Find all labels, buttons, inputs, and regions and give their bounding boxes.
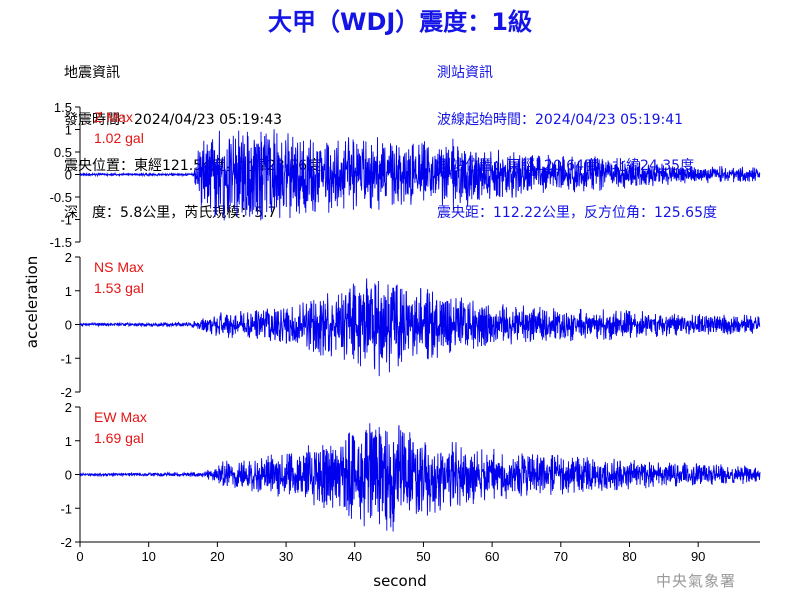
y-tick-label: 1	[65, 123, 72, 138]
y-tick-label: 1	[65, 434, 72, 449]
waveform-z	[79, 129, 761, 221]
max-value-z: 1.02 gal	[94, 130, 144, 146]
distance-azimuth: 震央距：112.22公里，反方位角：125.65度	[437, 204, 717, 221]
wave-start-time: 波線起始時間：2024/04/23 05:19:41	[437, 111, 684, 128]
x-tick-label: 90	[691, 549, 705, 564]
y-tick-label: 0.5	[54, 145, 72, 160]
depth-magnitude: 深 度：5.8公里，芮氏規模：5.7	[64, 204, 277, 221]
x-tick-label: 80	[622, 549, 636, 564]
max-value-ns: 1.53 gal	[94, 280, 144, 296]
x-tick-label: 20	[210, 549, 224, 564]
x-tick-label: 70	[554, 549, 568, 564]
y-tick-label: 1	[65, 284, 72, 299]
x-tick-label: 40	[348, 549, 362, 564]
earthquake-info-heading: 地震資訊	[64, 65, 120, 81]
x-tick-label: 30	[279, 549, 293, 564]
max-value-ew: 1.69 gal	[94, 430, 144, 446]
y-axis-label: acceleration	[23, 255, 41, 349]
x-tick-label: 50	[416, 549, 430, 564]
y-tick-label: 2	[65, 400, 72, 415]
y-tick-label: -1	[60, 501, 72, 516]
y-tick-label: 0	[65, 168, 72, 183]
agency-watermark: 中央氣象署	[656, 572, 737, 590]
y-tick-label: 1.5	[54, 100, 72, 115]
y-tick-label: -1.5	[50, 235, 72, 250]
origin-time: 發震時間：2024/04/23 05:19:43	[64, 111, 283, 128]
max-label-z: Z Max	[94, 109, 133, 125]
y-tick-label: -2	[60, 385, 72, 400]
x-tick-label: 0	[76, 549, 83, 564]
x-axis-label: second	[373, 572, 427, 590]
max-label-ew: EW Max	[94, 409, 147, 425]
y-tick-label: -1	[60, 213, 72, 228]
x-tick-label: 60	[485, 549, 499, 564]
y-tick-label: 0	[65, 318, 72, 333]
x-tick-label: 10	[141, 549, 155, 564]
waveform-ns	[79, 278, 761, 377]
station-info: 測站資訊 波線起始時間：2024/04/23 05:19:41 測站位置：東經1…	[437, 35, 717, 237]
y-tick-label: -2	[60, 535, 72, 550]
y-tick-label: -1	[60, 351, 72, 366]
page-title: 大甲（WDJ）震度：1級	[267, 8, 533, 36]
station-info-heading: 測站資訊	[437, 65, 493, 81]
waveform-ew	[79, 423, 761, 532]
max-label-ns: NS Max	[94, 259, 144, 275]
y-tick-label: 2	[65, 250, 72, 265]
y-tick-label: -0.5	[50, 190, 72, 205]
y-tick-label: 0	[65, 468, 72, 483]
